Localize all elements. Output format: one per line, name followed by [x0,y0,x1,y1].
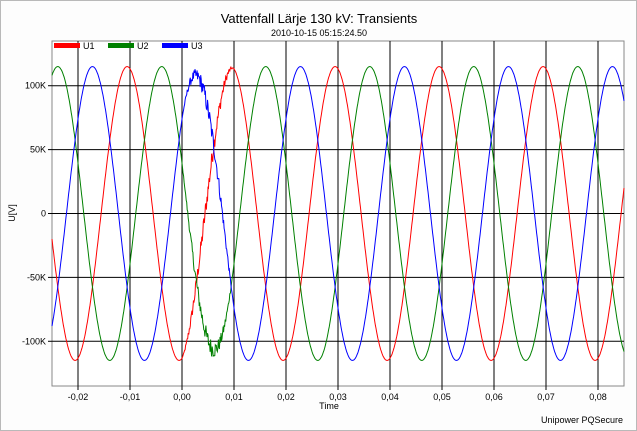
x-tick-label: -0,01 [120,392,141,402]
y-tick-label: 0 [41,209,46,219]
chart-subtitle: 2010-10-15 05:15:24.50 [271,28,367,38]
series-lines [51,65,625,361]
x-tick-label: 0,03 [329,392,347,402]
x-tick-label: 0,02 [277,392,295,402]
legend: U1 U2 U3 [54,41,203,51]
x-axis-label: Time [319,401,339,411]
chart-title: Vattenfall Lärje 130 kV: Transients [221,11,418,26]
legend-swatch-u2 [108,43,134,48]
grid-lines [48,41,624,390]
footer-brand: Unipower PQSecure [541,415,623,425]
x-tick-label: -0,02 [68,392,89,402]
y-tick-labels: 100K 50K 0 -50K -100K [22,81,46,347]
legend-swatch-u1 [54,43,80,48]
y-tick-label: 50K [30,145,46,155]
series-line-u2 [51,66,625,361]
x-tick-label: 0,07 [537,392,555,402]
x-tick-label: 0,01 [225,392,243,402]
legend-swatch-u3 [162,43,188,48]
x-tick-label: 0,06 [485,392,503,402]
y-tick-label: 100K [25,81,46,91]
x-tick-label: 0,08 [589,392,607,402]
legend-label-u2: U2 [137,41,149,51]
series-line-u3 [51,66,625,361]
y-axis-label: U[V] [7,204,17,222]
series-line-u1 [51,65,625,361]
x-tick-label: 0,05 [433,392,451,402]
legend-label-u1: U1 [83,41,95,51]
x-tick-label: 0,00 [173,392,191,402]
y-tick-label: -100K [22,336,46,346]
legend-label-u3: U3 [191,41,203,51]
x-tick-labels: -0,02 -0,01 0,00 0,01 0,02 0,03 0,04 0,05 0,06 0,… [68,392,607,402]
y-tick-label: -50K [27,272,46,282]
x-tick-label: 0,04 [381,392,399,402]
